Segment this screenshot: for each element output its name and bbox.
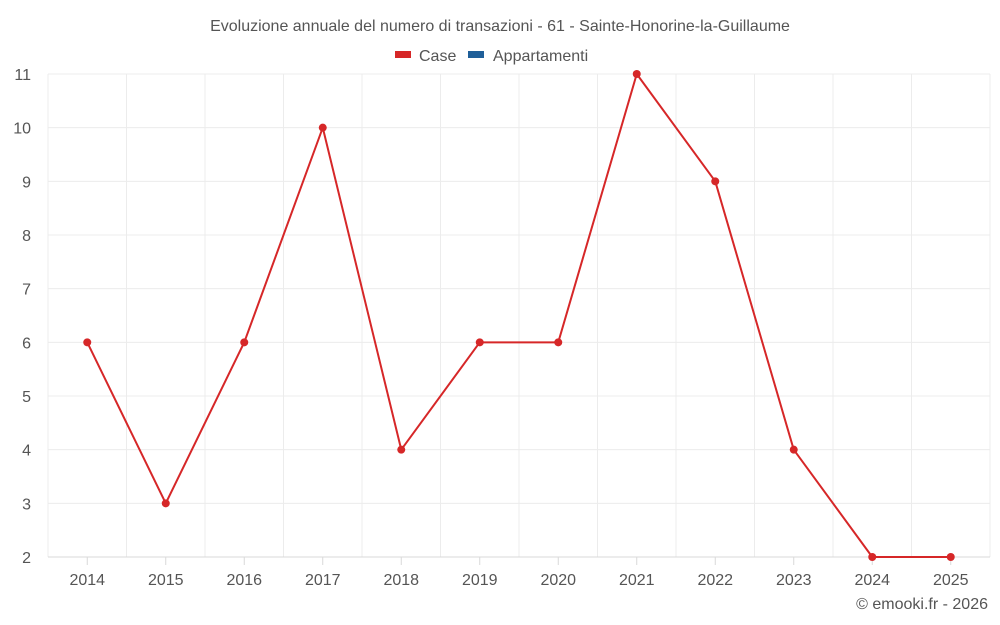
y-tick-label: 11: [14, 67, 31, 84]
y-tick-label: 7: [22, 282, 31, 299]
y-tick-label: 6: [22, 335, 31, 352]
x-tick-label: 2019: [462, 572, 498, 589]
y-tick-label: 2: [22, 550, 31, 567]
data-point[interactable]: [946, 553, 955, 561]
data-point[interactable]: [711, 177, 720, 186]
x-tick-label: 2016: [226, 572, 262, 589]
x-axis: 2014 2015 2016 2017 2018 2019 2020 2021 2022 2023…: [48, 556, 990, 589]
y-tick-label: 5: [22, 389, 31, 406]
x-tick-label: 2024: [854, 572, 890, 589]
x-tick-label: 2018: [383, 572, 419, 589]
y-tick-label: 8: [22, 228, 31, 245]
data-point[interactable]: [868, 553, 877, 561]
data-point[interactable]: [789, 445, 798, 454]
legend-swatch-case: [395, 51, 411, 58]
data-point[interactable]: [318, 123, 327, 132]
data-point[interactable]: [83, 338, 92, 347]
x-tick-label: 2015: [148, 572, 184, 589]
data-point[interactable]: [554, 338, 563, 347]
x-tick-label: 2020: [540, 572, 576, 589]
legend-swatch-appartamenti: [468, 51, 484, 58]
data-point[interactable]: [475, 338, 484, 347]
series-case: [83, 70, 955, 561]
data-point[interactable]: [161, 499, 170, 508]
y-axis: 2 3 4 5 6 7 8 9 10 11: [13, 67, 31, 567]
data-point[interactable]: [397, 445, 406, 454]
legend[interactable]: Case Appartamenti: [395, 48, 588, 65]
data-point[interactable]: [632, 70, 641, 78]
y-tick-label: 9: [22, 174, 31, 191]
x-tick-label: 2022: [697, 572, 733, 589]
y-tick-label: 3: [22, 496, 31, 513]
legend-label-appartamenti[interactable]: Appartamenti: [493, 48, 588, 65]
x-tick-label: 2023: [776, 572, 812, 589]
x-tick-label: 2014: [69, 572, 105, 589]
data-point[interactable]: [240, 338, 249, 347]
grid: [47, 73, 991, 557]
series-line-case: [86, 73, 951, 558]
credit-text: © emooki.fr - 2026: [856, 596, 988, 613]
y-tick-label: 4: [22, 443, 31, 460]
y-tick-label: 10: [13, 121, 31, 138]
chart-title: Evoluzione annuale del numero di transaz…: [210, 18, 790, 35]
legend-label-case[interactable]: Case: [419, 48, 456, 65]
x-tick-label: 2025: [933, 572, 969, 589]
x-tick-label: 2017: [305, 572, 341, 589]
x-tick-label: 2021: [619, 572, 655, 589]
